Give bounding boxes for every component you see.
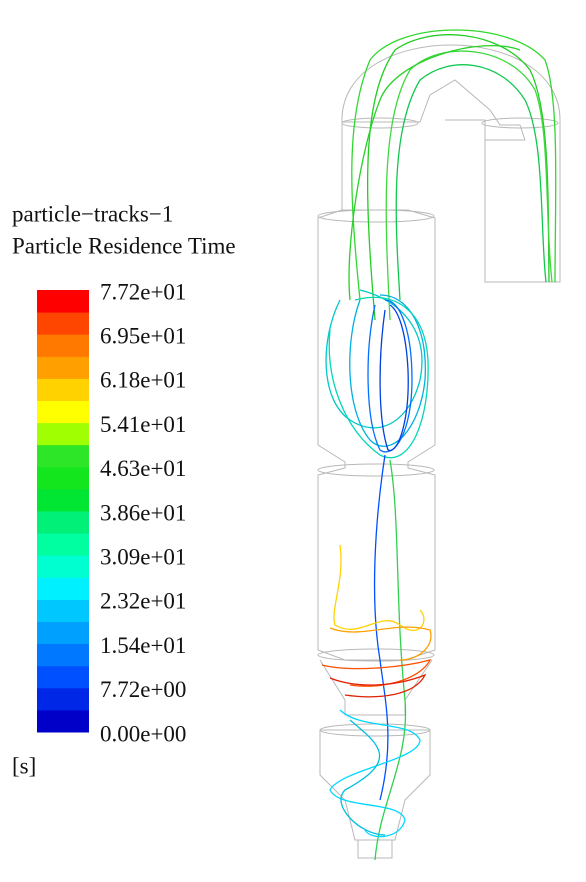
colorbar-band <box>37 511 89 534</box>
colorbar-band <box>37 621 89 645</box>
colorbar-tick-label: 5.41e+01 <box>100 412 186 437</box>
colorbar-band <box>37 599 89 622</box>
colorbar-band <box>37 687 89 711</box>
colorbar-band <box>37 466 89 490</box>
colorbar-tick-label: 3.86e+01 <box>100 500 186 525</box>
colorbar-band <box>37 533 89 556</box>
particle-tracks <box>321 29 557 861</box>
colorbar <box>37 290 89 733</box>
colorbar-band <box>37 378 89 401</box>
legend-subtitle: Particle Residence Time <box>12 233 236 258</box>
geometry <box>317 44 561 859</box>
colorbar-band <box>37 555 89 578</box>
colorbar-band <box>37 488 89 512</box>
colorbar-band <box>37 400 89 424</box>
colorbar-tick-label: 4.63e+01 <box>100 456 186 481</box>
colorbar-band <box>37 643 89 667</box>
colorbar-tick-label: 0.00e+00 <box>100 721 186 746</box>
colorbar-band <box>37 444 89 468</box>
colorbar-tick-label: 7.72e+01 <box>100 279 186 304</box>
colorbar-band <box>37 334 89 357</box>
colorbar-band <box>37 422 89 446</box>
colorbar-band <box>37 665 89 689</box>
colorbar-tick-label: 2.32e+01 <box>100 589 186 614</box>
colorbar-labels: 7.72e+01 6.95e+01 6.18e+01 5.41e+01 4.63e+01… <box>100 279 186 746</box>
colorbar-tick-label: 6.95e+01 <box>100 323 186 348</box>
colorbar-tick-label: 7.72e+00 <box>100 677 186 702</box>
legend-unit: [s] <box>12 753 36 778</box>
colorbar-band <box>37 577 89 600</box>
colorbar-band <box>37 356 89 379</box>
legend-title: particle−tracks−1 <box>12 201 173 226</box>
colorbar-band <box>37 709 89 733</box>
colorbar-tick-label: 3.09e+01 <box>100 544 186 569</box>
colorbar-tick-label: 1.54e+01 <box>100 633 186 658</box>
colorbar-band <box>37 312 89 335</box>
colorbar-band <box>37 290 89 313</box>
colorbar-tick-label: 6.18e+01 <box>100 368 186 393</box>
